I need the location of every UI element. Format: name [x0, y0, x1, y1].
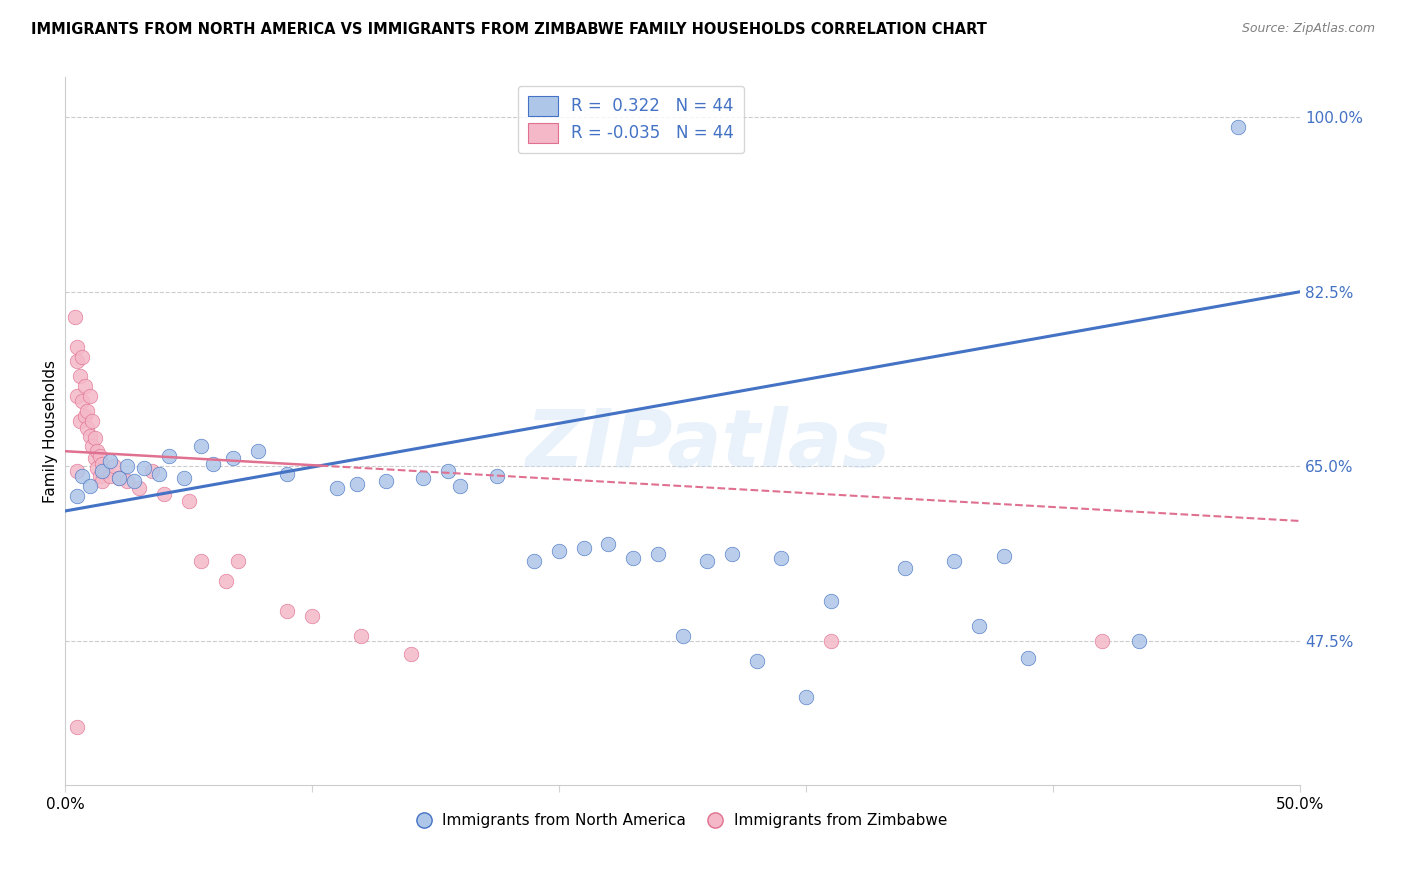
Point: [326, 481, 349, 495]
Point: [943, 554, 966, 568]
Point: [214, 574, 236, 588]
Y-axis label: Family Households: Family Households: [44, 359, 58, 503]
Point: [621, 550, 644, 565]
Point: [412, 471, 434, 485]
Point: [301, 608, 323, 623]
Point: [770, 550, 793, 565]
Point: [79, 429, 101, 443]
Point: [76, 421, 98, 435]
Point: [173, 471, 195, 485]
Point: [89, 469, 111, 483]
Point: [177, 494, 200, 508]
Point: [745, 653, 768, 667]
Point: [72, 394, 94, 409]
Point: [148, 467, 170, 482]
Point: [721, 547, 744, 561]
Point: [98, 454, 121, 468]
Point: [246, 444, 269, 458]
Point: [696, 554, 718, 568]
Point: [820, 593, 842, 607]
Point: [993, 549, 1015, 563]
Point: [128, 481, 150, 495]
Point: [190, 554, 212, 568]
Point: [63, 310, 86, 324]
Point: [157, 449, 180, 463]
Point: [66, 464, 89, 478]
Point: [1128, 633, 1150, 648]
Point: [375, 474, 398, 488]
Point: [486, 469, 509, 483]
Point: [82, 414, 104, 428]
Point: [83, 431, 105, 445]
Point: [1091, 633, 1114, 648]
Point: [115, 459, 138, 474]
Point: [103, 459, 125, 474]
Point: [132, 461, 155, 475]
Point: [76, 404, 98, 418]
Point: [91, 457, 114, 471]
Point: [226, 554, 249, 568]
Point: [89, 449, 111, 463]
Point: [108, 471, 131, 485]
Point: [91, 474, 114, 488]
Point: [66, 489, 89, 503]
Point: [66, 354, 89, 368]
Point: [141, 464, 163, 478]
Point: [91, 464, 114, 478]
Point: [115, 474, 138, 488]
Point: [671, 629, 693, 643]
Point: [73, 379, 96, 393]
Point: [72, 350, 94, 364]
Point: [794, 690, 817, 705]
Point: [72, 469, 94, 483]
Point: [93, 464, 115, 478]
Point: [399, 647, 422, 661]
Point: [79, 389, 101, 403]
Point: [108, 471, 131, 485]
Point: [190, 439, 212, 453]
Point: [73, 409, 96, 424]
Point: [66, 389, 89, 403]
Point: [346, 477, 368, 491]
Point: [82, 439, 104, 453]
Text: IMMIGRANTS FROM NORTH AMERICA VS IMMIGRANTS FROM ZIMBABWE FAMILY HOUSEHOLDS CORR: IMMIGRANTS FROM NORTH AMERICA VS IMMIGRA…: [31, 22, 987, 37]
Point: [69, 414, 91, 428]
Point: [894, 561, 917, 575]
Point: [153, 487, 176, 501]
Point: [967, 618, 990, 632]
Point: [83, 451, 105, 466]
Legend: Immigrants from North America, Immigrants from Zimbabwe: Immigrants from North America, Immigrant…: [412, 807, 953, 834]
Point: [222, 451, 245, 466]
Point: [1227, 120, 1250, 135]
Point: [276, 467, 298, 482]
Point: [548, 544, 571, 558]
Point: [350, 629, 373, 643]
Point: [202, 457, 225, 471]
Point: [598, 537, 620, 551]
Point: [572, 541, 595, 555]
Point: [820, 633, 842, 648]
Point: [69, 369, 91, 384]
Point: [98, 469, 121, 483]
Point: [1017, 650, 1039, 665]
Text: ZIPatlas: ZIPatlas: [524, 407, 890, 484]
Text: Source: ZipAtlas.com: Source: ZipAtlas.com: [1241, 22, 1375, 36]
Point: [86, 461, 108, 475]
Point: [66, 340, 89, 354]
Point: [276, 604, 298, 618]
Point: [449, 479, 471, 493]
Point: [79, 479, 101, 493]
Point: [86, 444, 108, 458]
Point: [122, 474, 145, 488]
Point: [437, 464, 460, 478]
Point: [647, 547, 669, 561]
Point: [66, 720, 89, 734]
Point: [523, 554, 546, 568]
